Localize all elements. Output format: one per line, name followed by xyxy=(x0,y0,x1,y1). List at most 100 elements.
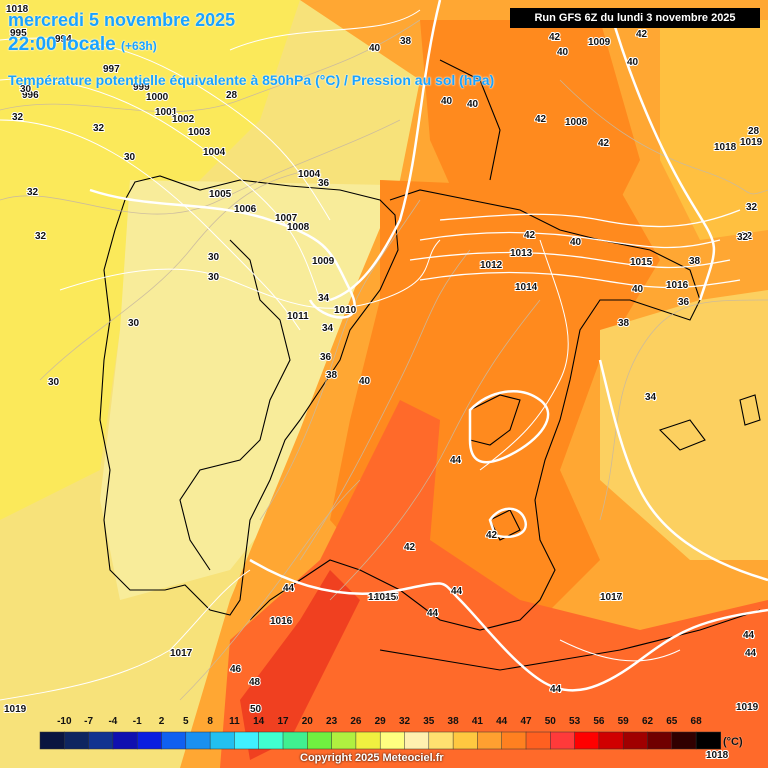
field-yellow-northeast xyxy=(660,20,768,240)
map-label: 30 xyxy=(124,152,136,163)
map-label: 38 xyxy=(618,318,630,329)
legend-tick-label: 26 xyxy=(350,716,362,727)
map-label: 38 xyxy=(326,370,338,381)
map-label: 1019 xyxy=(740,137,763,148)
legend-cell xyxy=(574,731,600,750)
map-label: 999 xyxy=(133,82,150,93)
legend-tick-label: -10 xyxy=(57,716,72,727)
legend-tick-label: -4 xyxy=(108,716,117,727)
map-label: 1003 xyxy=(188,127,211,138)
map-label: 32 xyxy=(741,231,753,242)
map-label: 44 xyxy=(550,684,562,695)
field-red-south xyxy=(220,400,768,768)
map-label: 1017 xyxy=(170,648,193,659)
map-label: 32 xyxy=(746,202,758,213)
map-label: 1018 xyxy=(6,4,29,15)
map-label: 1018 xyxy=(706,750,729,761)
run-info: Run GFS 6Z du lundi 3 novembre 2025 xyxy=(510,8,760,28)
legend-tick-label: 68 xyxy=(691,716,703,727)
map-label: 44 xyxy=(745,648,757,659)
isobars xyxy=(0,0,768,701)
lead-time: (+63h) xyxy=(121,39,157,53)
color-legend: -10 -7 -4 -1 2 5 8 11 14 17 20 23 26 29 32 35 38 41 44 47 50… xyxy=(39,716,721,750)
map-label: 1019 xyxy=(4,704,27,715)
map-label: 1015 xyxy=(630,257,653,268)
legend-tick-label: 23 xyxy=(326,716,338,727)
legend-tick-label: 35 xyxy=(423,716,435,727)
map-label: 1001 xyxy=(155,107,178,118)
map-label: 32 xyxy=(93,123,105,134)
map-label: 1015 xyxy=(374,592,397,603)
map-label: 1004 xyxy=(203,147,226,158)
map-label: 34 xyxy=(322,323,334,334)
map-label: 38 xyxy=(689,256,701,267)
map-label: 44 xyxy=(450,455,462,466)
map-label: 36 xyxy=(320,352,332,363)
map-label: 30 xyxy=(208,252,220,263)
map-label: 42 xyxy=(486,530,498,541)
legend-cell xyxy=(331,731,357,750)
forecast-time: 22:00 locale (+63h) xyxy=(8,34,157,56)
legend-cell xyxy=(136,731,163,750)
map-label: 1008 xyxy=(287,222,310,233)
map-label: 995 xyxy=(10,28,27,39)
map-label: 48 xyxy=(249,677,261,688)
map-label: 1018 xyxy=(714,142,737,153)
map-label: 1000 xyxy=(146,92,169,103)
map-label: 996 xyxy=(22,90,39,101)
map-label: 32 xyxy=(12,112,24,123)
map-label: 42 xyxy=(636,29,648,40)
legend-cell xyxy=(355,731,381,750)
legend-unit: (°C) xyxy=(723,736,743,748)
map-label: 44 xyxy=(283,583,295,594)
map-label: 46 xyxy=(230,664,242,675)
map-label: 1015 xyxy=(368,592,391,603)
legend-cell xyxy=(161,731,187,750)
map-label: 36 xyxy=(678,297,690,308)
coastlines xyxy=(99,59,761,671)
map-label: 1018 xyxy=(706,750,729,761)
field-pale-iberia xyxy=(100,180,390,600)
local-time: 22:00 locale xyxy=(8,34,116,55)
legend-cell xyxy=(622,731,649,750)
map-label: 40 xyxy=(627,57,639,68)
legend-cell xyxy=(695,731,721,750)
map-label: 1006 xyxy=(234,204,257,215)
legend-cell xyxy=(452,731,478,750)
map-label: 32 xyxy=(27,187,39,198)
legend-tick-label: 38 xyxy=(448,716,460,727)
copyright: Copyright 2025 Meteociel.fr xyxy=(300,752,444,764)
map-label: 36 xyxy=(318,178,330,189)
field-red-core xyxy=(240,570,360,760)
legend-tick-label: 62 xyxy=(642,716,654,727)
legend-cell xyxy=(39,731,65,750)
map-label: 994 xyxy=(55,34,72,45)
map-labels: 9959949969979991000100110021003100410051… xyxy=(3,3,764,762)
legend-cell xyxy=(209,731,235,750)
map-label: 1005 xyxy=(209,189,232,200)
legend-tick-label: 17 xyxy=(277,716,289,727)
legend-tick-label: 29 xyxy=(375,716,387,727)
map-label: 42 xyxy=(598,138,610,149)
map-label: 44 xyxy=(743,630,755,641)
map-label: 34 xyxy=(318,293,330,304)
map-label: 30 xyxy=(208,272,220,283)
map-label: 40 xyxy=(557,47,569,58)
map-label: 34 xyxy=(645,392,657,403)
legend-tick-label: 32 xyxy=(399,716,411,727)
map-label: 38 xyxy=(400,36,412,47)
legend-cell xyxy=(550,731,576,750)
legend-cell xyxy=(282,731,308,750)
field-orange-north xyxy=(420,20,640,240)
map-label: 1019 xyxy=(736,702,759,713)
legend-tick-label: 44 xyxy=(496,716,508,727)
map-label: 44 xyxy=(451,586,463,597)
legend-cell xyxy=(88,731,114,750)
legend-cell xyxy=(185,731,211,750)
map-label: 1016 xyxy=(666,280,689,291)
map-label: 1016 xyxy=(600,592,623,603)
map-label: 1014 xyxy=(515,282,538,293)
legend-tick-label: 53 xyxy=(569,716,581,727)
legend-tick-label: -7 xyxy=(84,716,93,727)
legend-tick-label: 47 xyxy=(520,716,532,727)
